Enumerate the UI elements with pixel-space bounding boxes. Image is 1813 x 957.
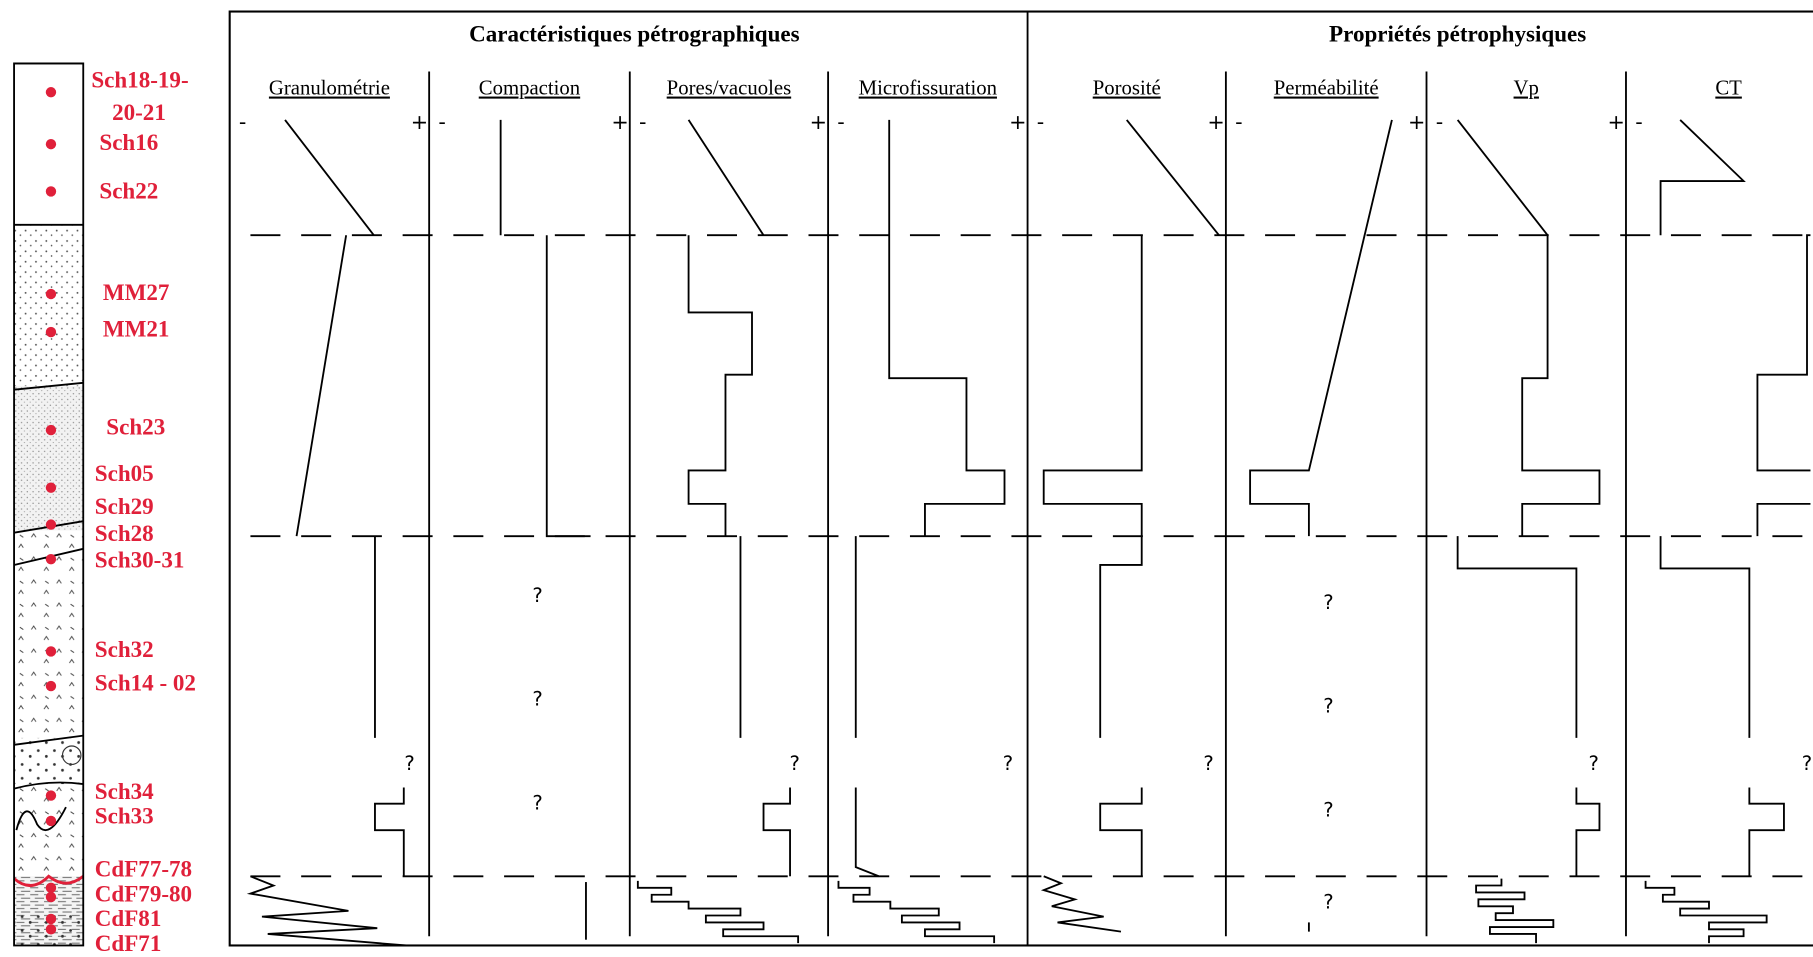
unknown-mark: ? [1588, 752, 1598, 775]
sample-dot [45, 87, 57, 98]
sample-label: Sch16 [99, 129, 158, 155]
unknown-mark: ? [789, 752, 799, 775]
sample-label: MM27 [103, 279, 170, 305]
sample-label: Sch05 [95, 460, 154, 486]
sample-dot [45, 186, 57, 197]
column-header: Compaction [479, 78, 581, 100]
sample-label: Sch29 [95, 493, 154, 519]
sample-label: 20-21 [112, 99, 166, 125]
sample-label: Sch30-31 [95, 546, 185, 572]
sample-label: CdF77-78 [95, 855, 192, 881]
sample-dot [45, 646, 57, 657]
curves [246, 119, 1811, 947]
column-header: CT [1715, 78, 1742, 100]
sample-dot [45, 138, 57, 150]
unknown-mark: ? [532, 584, 542, 607]
scale-high: + [1207, 110, 1224, 134]
unknown-mark: ? [404, 752, 414, 775]
sample-label: Sch18-19- [91, 67, 188, 93]
unknown-mark: ? [1203, 752, 1213, 775]
sample-dot [45, 680, 57, 692]
scale-high: + [1408, 110, 1425, 134]
sample-label: CdF79-80 [95, 881, 192, 907]
column-header: Pores/vacuoles [667, 78, 791, 100]
column-header: Porosité [1093, 78, 1161, 100]
column-header: Microfissuration [859, 78, 998, 100]
sample-label: Sch33 [95, 802, 154, 828]
columns: Granulométrie- +Compaction- +Pores/vacuole… [239, 71, 1812, 937]
scale-low: - [438, 110, 446, 134]
unknown-mark: ? [1323, 891, 1333, 914]
sample-label: CdF71 [95, 930, 162, 956]
scale-high: + [1009, 110, 1026, 134]
sample-label: Sch22 [99, 177, 158, 203]
scale-low: - [1635, 110, 1643, 134]
sample-dot [45, 913, 57, 925]
scale-high: + [411, 110, 428, 134]
group-title: Caractéristiques pétrographiques [469, 21, 800, 47]
unknown-mark: ? [1003, 752, 1013, 775]
sample-dot [45, 424, 57, 436]
frame [228, 10, 1813, 947]
sample-dot [45, 924, 57, 935]
scale-low: - [1436, 110, 1444, 134]
unknown-mark: ? [532, 791, 542, 814]
sample-dot [45, 882, 57, 894]
boundaries [250, 234, 1811, 878]
sample-label: Sch34 [95, 778, 154, 804]
column-header: Vp [1514, 78, 1539, 100]
sample-dot [45, 815, 57, 827]
sample-dot [45, 519, 57, 530]
column-header: Granulométrie [269, 78, 390, 100]
unknown-mark: ? [1323, 695, 1333, 718]
sample-label: Sch28 [95, 520, 154, 546]
sample-label: Sch23 [106, 414, 165, 440]
unknown-mark: ? [532, 688, 542, 711]
scale-low: - [1235, 110, 1243, 134]
scale-low: - [1037, 110, 1045, 134]
sample-label: MM21 [103, 316, 170, 342]
scale-high: + [810, 110, 827, 134]
sample-label: Sch14 - 02 [95, 670, 196, 696]
samples: Sch18-19- 20-21 Sch16 Sch22 MM27 MM21 Sch23 Sch… [45, 67, 196, 956]
scale-low: - [639, 110, 647, 134]
column-header: Perméabilité [1274, 78, 1379, 100]
scale-low: - [239, 110, 247, 134]
sample-dot [45, 790, 57, 801]
sample-dot [45, 554, 57, 565]
sample-dot [45, 482, 57, 493]
scale-low: - [837, 110, 845, 134]
sample-dot [45, 891, 57, 903]
sample-dot [45, 326, 57, 338]
sample-dot [45, 288, 57, 300]
unknown-mark: ? [1323, 591, 1333, 614]
sample-label: Sch32 [95, 636, 154, 662]
scale-high: + [611, 110, 628, 134]
scale-high: + [1608, 110, 1625, 134]
unknown-mark: ? [1802, 752, 1812, 775]
sample-label: CdF81 [95, 905, 162, 931]
group-title: Propriétés pétrophysiques [1329, 21, 1586, 47]
unknown-mark: ? [1323, 798, 1333, 821]
